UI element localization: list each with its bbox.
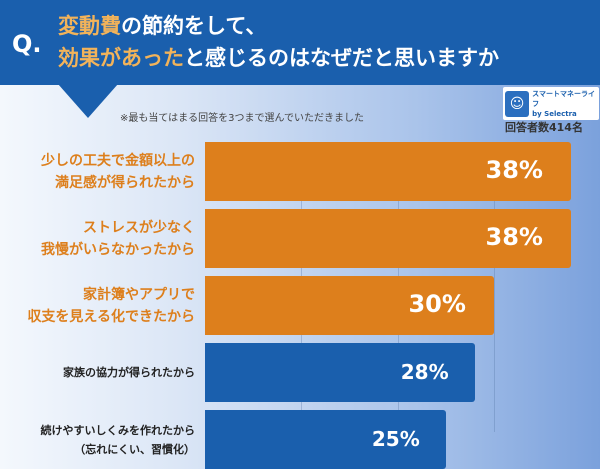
gridline: [493, 142, 495, 432]
logo-name: スマートマネーライフ: [532, 89, 595, 108]
question-marker: Q.: [12, 30, 42, 58]
data-label: 30%: [408, 290, 466, 318]
category-label: 家族の協力が得られたから: [63, 366, 195, 379]
survey-note: ※最も当てはまる回答を3つまで選んでいただきました: [120, 113, 365, 124]
bar: [205, 343, 475, 402]
bar: [205, 142, 571, 201]
data-label: 28%: [400, 360, 449, 384]
data-label: 25%: [371, 427, 420, 451]
header-banner: Q. 変動費の節約をして、 効果があったと感じるのはなぜだと思いますか: [0, 0, 600, 85]
speech-pointer: [58, 84, 118, 118]
respondent-count: 回答者数414名: [505, 121, 583, 134]
piggy-bank-icon: ☺: [505, 90, 530, 117]
title-text-2: と感じるのはなぜだと思いますか: [184, 46, 499, 70]
category-label: ストレスが少なく 我慢がいらなかったから: [41, 219, 195, 258]
title-text-1: の節約をして、: [121, 14, 267, 38]
bar: [205, 276, 494, 335]
title-highlight-2: 効果があった: [58, 46, 184, 70]
brand-logo: ☺ スマートマネーライフ by Selectra: [503, 87, 599, 120]
bar: [205, 209, 571, 268]
title-highlight-1: 変動費: [58, 14, 121, 38]
category-label: 続けやすいしくみを作れたから （忘れにくい、習慣化）: [40, 423, 195, 456]
logo-by: by Selectra: [532, 109, 577, 118]
data-label: 38%: [485, 223, 543, 251]
page-title: 変動費の節約をして、 効果があったと感じるのはなぜだと思いますか: [58, 10, 499, 74]
data-label: 38%: [485, 156, 543, 184]
category-label: 少しの工夫で金額以上の 満足感が得られたから: [41, 152, 195, 191]
category-label: 家計簿やアプリで 収支を見える化できたから: [27, 286, 195, 325]
